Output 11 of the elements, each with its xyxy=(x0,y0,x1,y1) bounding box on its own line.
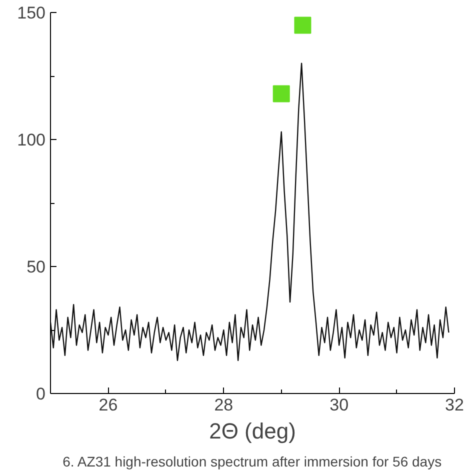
y-tick-label: 50 xyxy=(26,258,46,276)
line-series xyxy=(50,62,450,362)
x-axis-title: 2Θ (deg) xyxy=(209,418,296,444)
y-tick-label: 100 xyxy=(17,130,46,150)
text: 6. AZ31 high-resolution spectrum after immersion for 56 days xyxy=(62,454,442,470)
x-tick-label: 32 xyxy=(445,396,464,414)
y-tick-label: 150 xyxy=(17,4,46,22)
x-tick-label: 26 xyxy=(98,396,118,414)
y-tick-label: 0 xyxy=(36,384,46,404)
x-tick-label: 28 xyxy=(214,396,234,414)
x-tick-label: 30 xyxy=(330,396,349,414)
